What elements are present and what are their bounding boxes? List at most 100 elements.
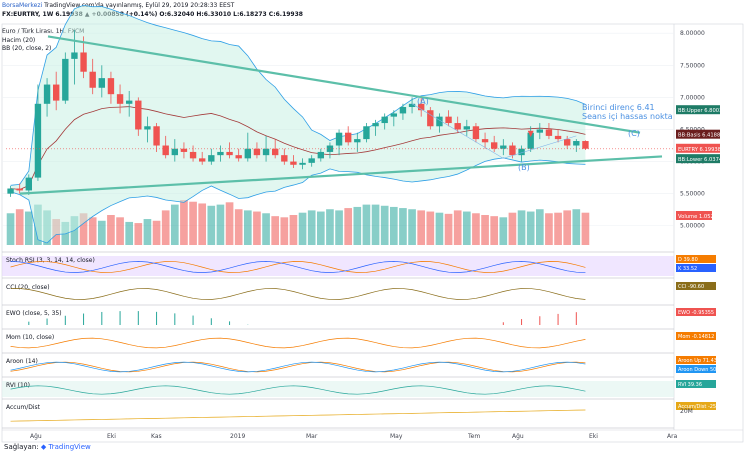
resistance-trendline bbox=[47, 35, 641, 134]
candle-body bbox=[527, 132, 534, 149]
indicator-tag-box bbox=[676, 365, 716, 373]
publish-line: BorsaMerkezi TradingView.com'da yayınlan… bbox=[2, 2, 234, 9]
candle-body bbox=[573, 141, 580, 146]
candle-body bbox=[299, 162, 306, 165]
candle-body bbox=[408, 103, 416, 108]
indicator-line bbox=[10, 361, 586, 373]
volume-bar bbox=[125, 221, 134, 245]
candle-body bbox=[436, 116, 443, 127]
candle-body bbox=[62, 58, 69, 101]
candle-body bbox=[107, 78, 115, 95]
volume-bar bbox=[161, 210, 170, 245]
indicator-tag-label: Aroon Down 50.00% bbox=[678, 367, 729, 373]
candle-body bbox=[399, 107, 407, 114]
candle-body bbox=[171, 148, 179, 156]
candle-body bbox=[208, 155, 215, 162]
price-tag-label: BB:Upper 6.80031 bbox=[678, 108, 726, 114]
time-tick-label: Eki bbox=[589, 433, 598, 440]
bb-upper-line bbox=[10, 4, 586, 186]
indicator-title: Aroon (14) bbox=[6, 358, 38, 365]
candle-body bbox=[226, 151, 233, 156]
time-tick-label: 2019 bbox=[230, 433, 245, 440]
candle-body bbox=[125, 100, 133, 104]
wave-b-label: (B) bbox=[518, 163, 530, 172]
candle-body bbox=[262, 148, 270, 156]
candle-body bbox=[71, 52, 78, 59]
indicator-tag-label: K 33.52 bbox=[678, 266, 697, 272]
indicator-panes: Stoch RSI (3, 3, 14, 14, close) D 39.80 K … bbox=[2, 255, 732, 429]
price-tag-label: BB:Lower 6.03747 bbox=[678, 157, 726, 163]
volume-bar bbox=[517, 210, 526, 245]
volume-bar bbox=[298, 212, 307, 245]
volume-bar bbox=[490, 216, 499, 245]
volume-bar bbox=[444, 213, 453, 245]
indicator-tag-box bbox=[676, 264, 716, 272]
support-trendline bbox=[19, 155, 663, 195]
indicator-line-2 bbox=[10, 261, 586, 273]
volume-bar bbox=[243, 210, 252, 245]
candle-body bbox=[372, 123, 379, 127]
rvi-band bbox=[2, 381, 674, 397]
bb-area bbox=[10, 5, 586, 243]
volume-bar bbox=[180, 200, 188, 245]
candle-body bbox=[271, 148, 279, 156]
candle-body bbox=[344, 132, 352, 143]
time-tick-label: Kas bbox=[151, 433, 162, 440]
volume-bar bbox=[572, 209, 581, 245]
volume-bar bbox=[198, 203, 207, 245]
indicator-tag-box bbox=[676, 402, 716, 410]
resistance-note: Birinci direnç 6.41 bbox=[582, 103, 655, 112]
volume-bar bbox=[435, 212, 444, 245]
candle-body bbox=[16, 188, 23, 191]
candle-body bbox=[281, 155, 288, 162]
candle-body bbox=[308, 158, 315, 163]
volume-bar bbox=[271, 216, 280, 245]
wave-a-label: (A) bbox=[417, 97, 429, 106]
volume-bar bbox=[563, 210, 572, 245]
candle-body bbox=[481, 139, 489, 143]
candle-body bbox=[290, 161, 297, 165]
candle-body bbox=[162, 145, 169, 156]
candle-body bbox=[244, 148, 252, 159]
volume-tag-label: Volume 1.052M bbox=[678, 214, 718, 220]
pane-title: Euro / Türk Lirası, 1H, FXCM bbox=[2, 28, 85, 35]
indicator-tag-label: Accum/Dist -25.456M bbox=[678, 404, 732, 410]
tradingview-label[interactable]: TradingView bbox=[48, 443, 91, 451]
volume-bar bbox=[554, 212, 562, 245]
footer: Sağlayan: ◆ TradingView bbox=[4, 443, 91, 451]
price-tag-box bbox=[676, 143, 720, 153]
candle-body bbox=[518, 148, 525, 156]
candle-body bbox=[335, 132, 343, 146]
volume-bar bbox=[134, 223, 143, 245]
candle-body bbox=[25, 177, 33, 191]
bb-lower-line bbox=[10, 157, 586, 244]
indicator-line bbox=[10, 337, 586, 349]
volume-bar bbox=[234, 209, 243, 245]
time-tick-label: May bbox=[390, 433, 403, 440]
price-tick-label: 8.00000 bbox=[680, 30, 705, 37]
indicator-title: RVI (10) bbox=[6, 382, 30, 389]
indicator-title: Accum/Dist bbox=[6, 404, 41, 411]
candle-body bbox=[198, 158, 206, 162]
volume-bar bbox=[152, 220, 161, 245]
volume-bar bbox=[481, 215, 489, 245]
time-tick-label: Ağu bbox=[30, 433, 42, 440]
brand-name[interactable]: BorsaMerkezi bbox=[2, 2, 43, 9]
volume-bar bbox=[207, 205, 216, 245]
volume-bar bbox=[116, 217, 124, 245]
volume-bar bbox=[326, 209, 334, 245]
volume-bar bbox=[15, 209, 24, 245]
tradingview-logo[interactable]: ◆ TradingView bbox=[40, 443, 91, 451]
volume-bar bbox=[216, 204, 225, 245]
volume-bar bbox=[389, 206, 398, 245]
volume-label: Hacim (20) bbox=[2, 37, 36, 44]
time-tick-label: Mar bbox=[306, 433, 318, 440]
volume-bar bbox=[499, 217, 508, 245]
indicator-title: EWO (close, 5, 35) bbox=[6, 310, 62, 317]
indicator-tag-label: D 39.80 bbox=[678, 257, 698, 263]
volume-bar bbox=[353, 206, 362, 245]
candle-body bbox=[253, 148, 261, 156]
indicator-line bbox=[10, 385, 586, 395]
volume-bar bbox=[97, 220, 106, 245]
